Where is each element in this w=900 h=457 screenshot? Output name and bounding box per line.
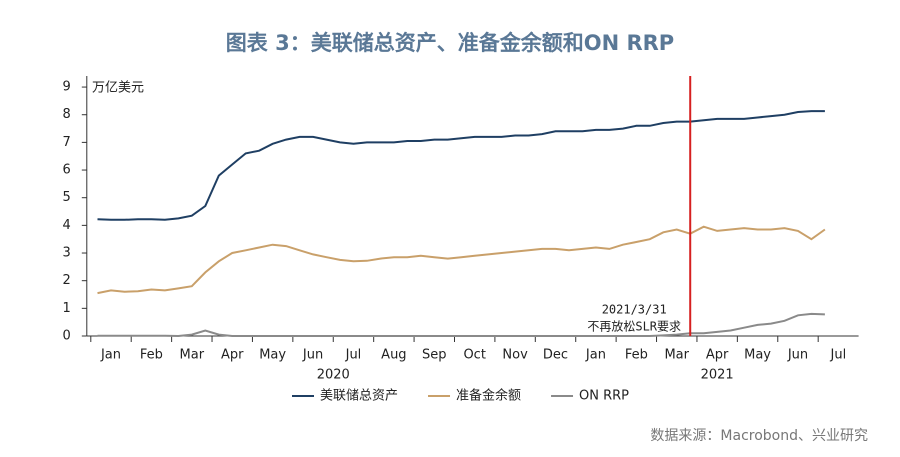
x-tick-label: Feb — [625, 348, 648, 363]
x-tick-label: Jun — [787, 348, 808, 363]
x-tick-label: Sep — [422, 348, 447, 363]
x-tick-label: Oct — [463, 348, 485, 363]
y-tick-label: 8 — [63, 107, 71, 122]
annotation: 2021/3/31 — [602, 303, 667, 317]
y-tick-label: 7 — [63, 135, 71, 150]
legend-label: 准备金余额 — [456, 388, 521, 404]
x-tick-label: Feb — [140, 348, 163, 363]
chart-title: 图表 3：美联储总资产、准备金余额和ON RRP — [226, 31, 674, 55]
y-tick-label: 4 — [63, 218, 71, 233]
series-line — [97, 110, 825, 221]
x-tick-label: Mar — [664, 348, 689, 363]
source: 数据来源：Macrobond、兴业研究 — [650, 428, 868, 444]
y-tick-label: 2 — [63, 273, 71, 288]
legend-label: 美联储总资产 — [320, 389, 398, 404]
y-tick-label: 5 — [63, 190, 71, 205]
x-tick-label: Nov — [502, 348, 528, 363]
x-tick-label: Apr — [706, 348, 729, 363]
y-tick-label: 1 — [63, 301, 71, 316]
legend-label: ON RRP — [579, 389, 629, 404]
year-label: 2021 — [701, 368, 734, 383]
x-tick-label: Aug — [381, 348, 406, 363]
series-line — [97, 312, 825, 338]
x-tick-label: Jan — [585, 348, 606, 363]
x-tick-label: Mar — [180, 348, 205, 363]
year-label: 2020 — [317, 368, 350, 383]
y-axis-label: 万亿美元 — [92, 81, 144, 96]
x-tick-label: Jan — [100, 348, 121, 363]
x-tick-label: May — [744, 348, 771, 363]
series-line — [97, 225, 826, 295]
y-tick-label: 3 — [63, 246, 71, 261]
x-tick-label: May — [259, 348, 286, 363]
x-tick-label: Jun — [302, 348, 323, 363]
x-tick-label: Jul — [345, 348, 362, 363]
x-tick-label: Dec — [543, 348, 568, 363]
annotation: 不再放松SLR要求 — [587, 319, 681, 334]
x-tick-label: Jul — [830, 348, 847, 363]
x-tick-label: Apr — [221, 348, 244, 363]
y-tick-label: 0 — [63, 329, 71, 344]
y-tick-label: 9 — [63, 80, 71, 95]
y-tick-label: 6 — [63, 163, 71, 178]
